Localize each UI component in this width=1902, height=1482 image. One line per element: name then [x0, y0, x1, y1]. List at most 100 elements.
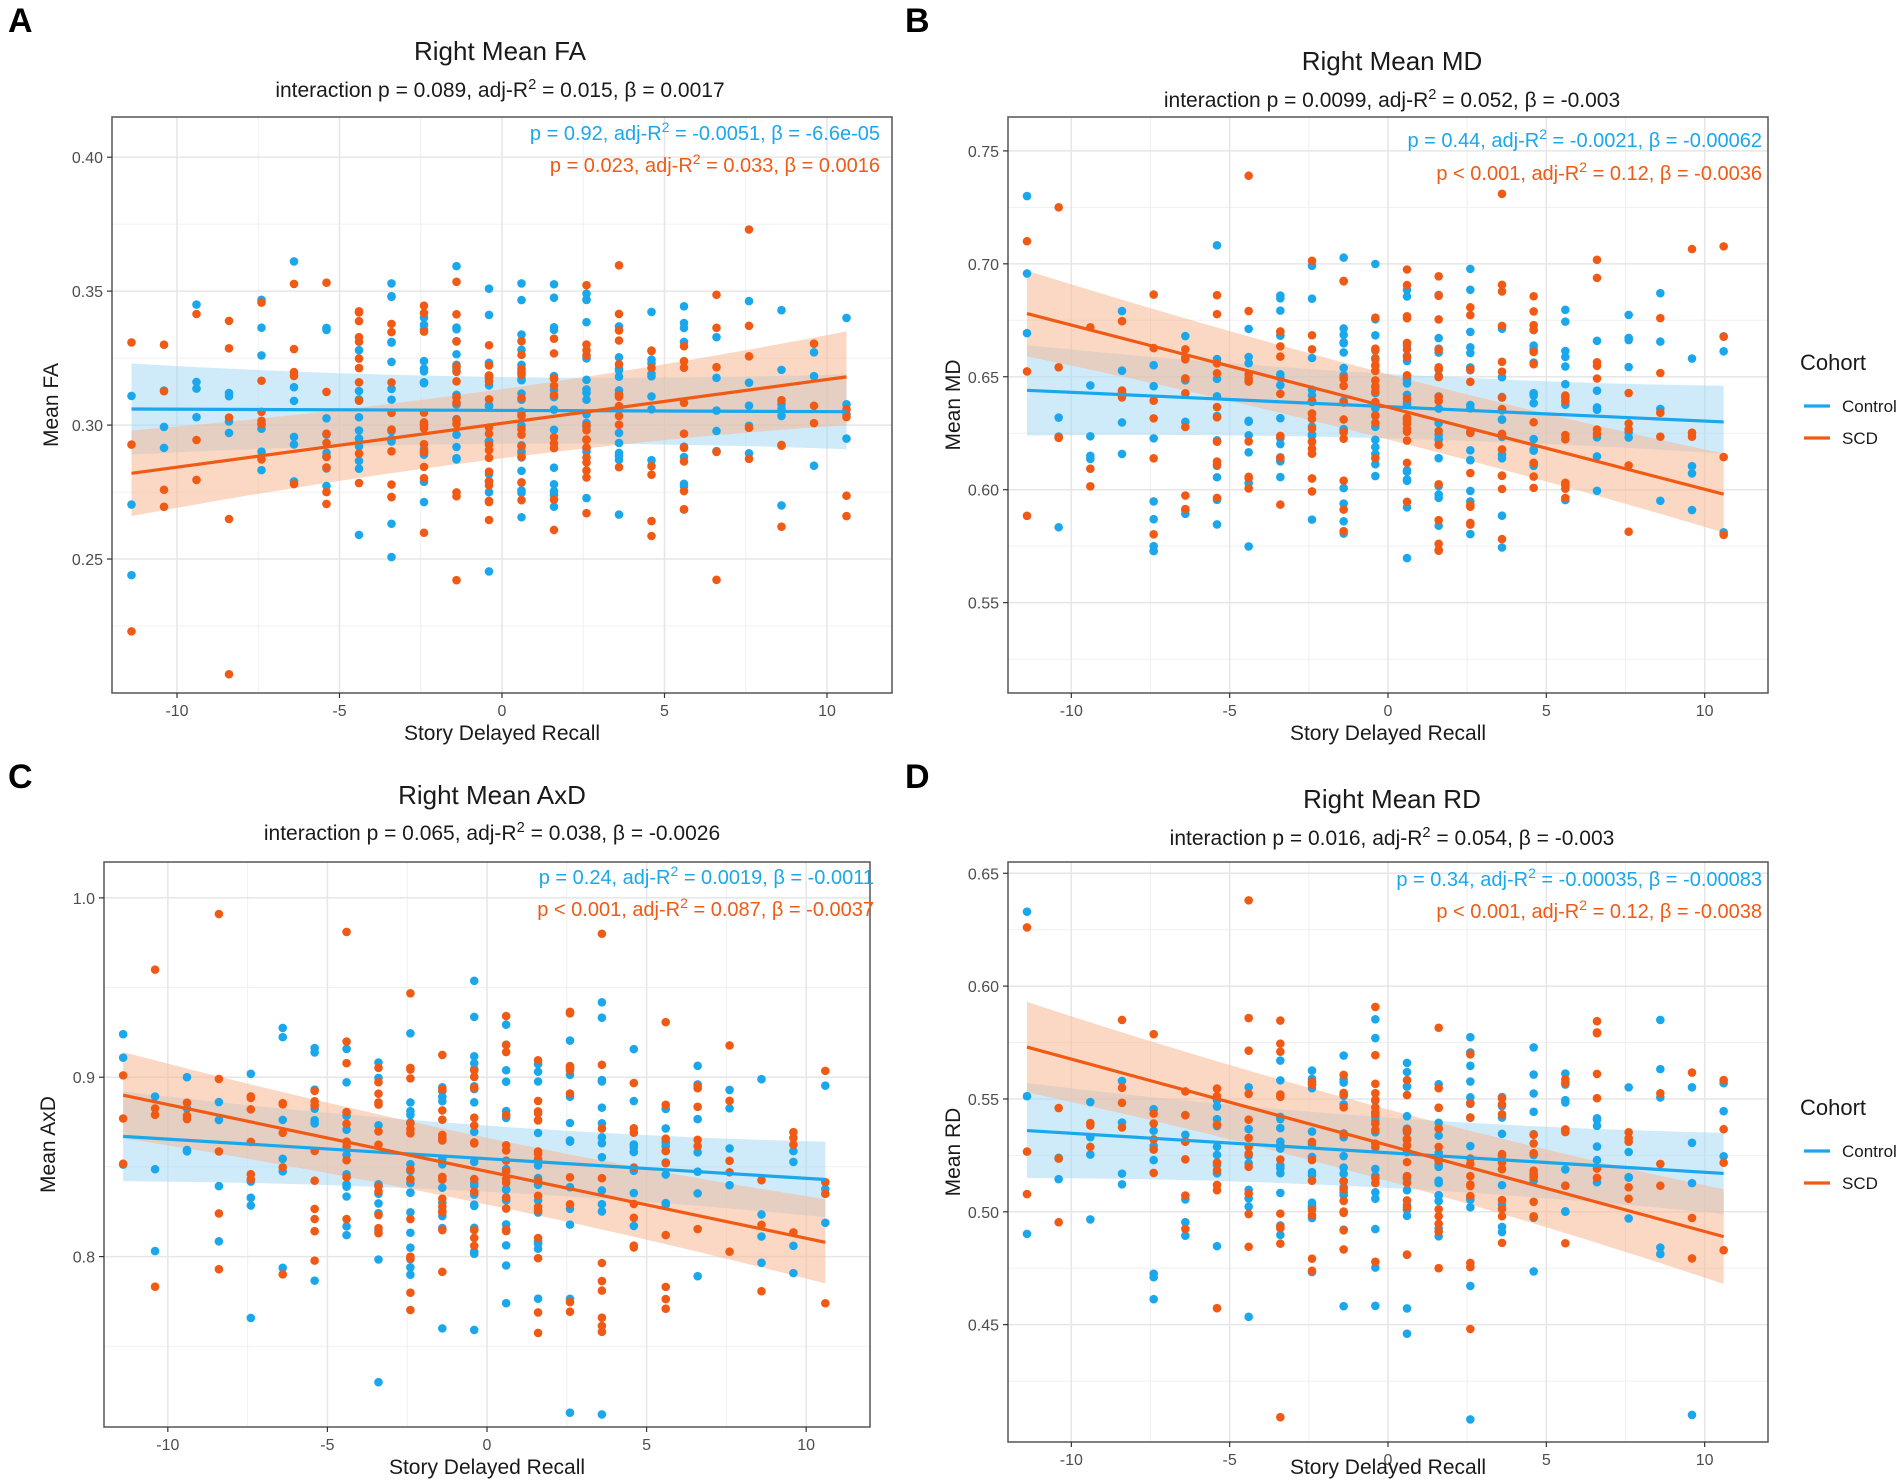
scd-point — [597, 929, 607, 939]
scd-point — [224, 413, 234, 422]
scd-point — [342, 1172, 351, 1182]
control-point — [1276, 1163, 1285, 1173]
control-point — [517, 488, 526, 498]
control-point — [1117, 1180, 1127, 1189]
scd-point — [1529, 291, 1538, 301]
scd-point — [549, 390, 559, 400]
control-point — [1687, 1138, 1697, 1148]
scd-point — [1687, 1068, 1697, 1077]
scd-point — [1466, 428, 1475, 438]
scd-point — [1276, 1223, 1285, 1233]
scd-point — [1529, 483, 1538, 493]
scd-point — [1212, 437, 1222, 446]
scd-point — [1276, 327, 1285, 336]
scd-point — [1339, 476, 1348, 485]
scd-point — [387, 378, 396, 387]
scd-point — [582, 443, 591, 452]
scd-point — [127, 440, 136, 449]
control-point — [1561, 1095, 1570, 1105]
scd-point — [1212, 460, 1222, 469]
panel-letter: D — [905, 758, 930, 796]
control-point — [1022, 191, 1032, 201]
scd-point — [1276, 1039, 1285, 1048]
control-point — [322, 414, 331, 423]
control-point — [1402, 1058, 1412, 1068]
scd-point — [484, 371, 494, 381]
scd-point — [1022, 511, 1032, 521]
control-point — [1022, 1091, 1032, 1101]
control-point — [1497, 1180, 1507, 1190]
scd-point — [1276, 1239, 1285, 1248]
scd-point — [1371, 1119, 1380, 1129]
control-point — [1276, 380, 1285, 390]
scd-point — [1339, 1088, 1348, 1098]
scd-point — [438, 1267, 447, 1277]
control-point — [310, 1043, 319, 1053]
control-point — [387, 552, 396, 562]
scd-point — [549, 495, 559, 504]
scd-point — [354, 363, 364, 373]
scd-point — [1086, 1118, 1095, 1128]
scd-point — [406, 989, 415, 998]
scd-point — [693, 1141, 702, 1151]
control-point — [1276, 1076, 1285, 1085]
scd-point — [1276, 1092, 1285, 1102]
scd-point — [1561, 478, 1570, 488]
scd-point — [1339, 1208, 1348, 1218]
control-point — [469, 1127, 479, 1137]
control-point — [517, 330, 526, 339]
y-tick-label: 0.65 — [968, 866, 999, 883]
y-tick-label: 0.30 — [72, 418, 103, 435]
y-tick-label: 0.65 — [968, 370, 999, 387]
scd-point — [597, 1321, 607, 1331]
control-point — [1402, 1111, 1412, 1121]
control-point — [693, 1061, 702, 1071]
scd-point — [1402, 352, 1412, 362]
control-point — [1244, 448, 1253, 457]
scd-point — [1276, 453, 1285, 463]
scd-point — [278, 1099, 288, 1109]
control-point — [842, 434, 851, 443]
scd-point — [419, 424, 429, 433]
scd-point — [322, 387, 331, 397]
scd-point — [150, 1282, 160, 1291]
scd-point — [1244, 1209, 1253, 1219]
scd-point — [322, 429, 331, 438]
scd-point — [1244, 374, 1253, 383]
scd-point — [1181, 504, 1190, 514]
scd-point — [1339, 415, 1348, 424]
scd-point — [1497, 445, 1507, 454]
scd-point — [1529, 1130, 1538, 1139]
control-point — [1529, 446, 1538, 456]
scd-point — [1339, 526, 1348, 536]
y-tick-label: 0.8 — [73, 1250, 95, 1267]
control-point — [469, 1051, 479, 1061]
scd-point — [469, 1083, 479, 1093]
scd-point — [1561, 484, 1570, 494]
scd-point — [1149, 1119, 1158, 1128]
scd-point — [1719, 1158, 1728, 1168]
scd-point — [1244, 896, 1253, 905]
scd-point — [629, 1128, 639, 1138]
scd-regression-line — [131, 375, 847, 475]
x-axis-label: Story Delayed Recall — [389, 1456, 585, 1479]
scd-point — [661, 1294, 671, 1304]
control-point — [1466, 348, 1475, 358]
control-regression-line — [131, 407, 847, 414]
control-point — [725, 1180, 734, 1190]
control-point — [1244, 1124, 1253, 1134]
scd-point — [1402, 313, 1412, 323]
control-point — [192, 412, 201, 422]
control-point — [1212, 1102, 1222, 1111]
control-point — [1624, 433, 1633, 442]
control-point — [597, 1152, 607, 1162]
x-tick-label: -5 — [1223, 1452, 1237, 1469]
scd-point — [1149, 414, 1158, 423]
scd-point — [469, 1187, 479, 1197]
scd-point — [1402, 394, 1412, 403]
scd-point — [452, 376, 461, 386]
scd-point — [484, 497, 494, 507]
panel-title: Right Mean RD — [1303, 784, 1481, 814]
control-point — [1466, 1032, 1475, 1042]
scd-point — [582, 466, 591, 475]
